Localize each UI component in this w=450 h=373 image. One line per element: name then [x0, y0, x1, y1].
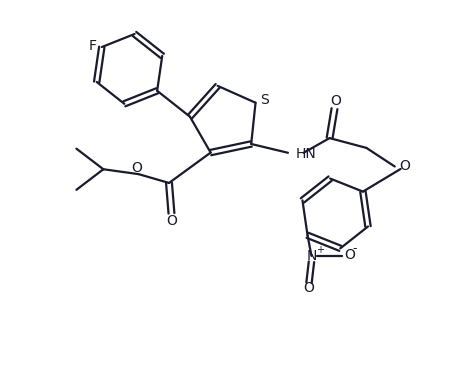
Text: O: O — [132, 161, 143, 175]
Text: -: - — [353, 242, 357, 255]
Text: O: O — [400, 159, 410, 173]
Text: S: S — [260, 93, 269, 107]
Text: F: F — [89, 39, 97, 53]
Text: N: N — [306, 249, 317, 263]
Text: O: O — [166, 214, 177, 228]
Text: O: O — [344, 248, 355, 262]
Text: O: O — [331, 94, 342, 108]
Text: O: O — [304, 281, 315, 295]
Text: +: + — [316, 245, 324, 255]
Text: HN: HN — [296, 147, 316, 161]
